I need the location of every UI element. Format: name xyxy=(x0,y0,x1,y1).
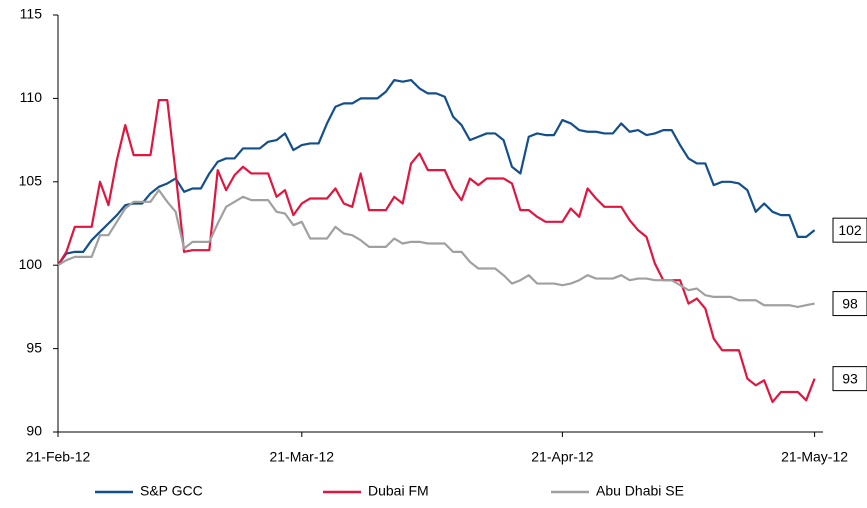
y-tick-label: 110 xyxy=(20,89,43,105)
x-tick-label: 21-Apr-12 xyxy=(531,449,593,465)
y-tick-label: 90 xyxy=(26,423,42,439)
x-tick-label: 21-May-12 xyxy=(781,449,848,465)
x-tick-label: 21-Feb-12 xyxy=(26,449,91,465)
series-line xyxy=(57,98,816,404)
y-tick-label: 115 xyxy=(20,6,43,22)
series-line xyxy=(57,189,815,308)
y-tick-label: 95 xyxy=(26,339,42,355)
end-label-box xyxy=(832,366,867,392)
end-label-box xyxy=(832,217,867,243)
series-line xyxy=(57,78,816,266)
legend-label: Abu Dhabi SE xyxy=(596,483,684,499)
y-tick-label: 105 xyxy=(19,173,43,189)
end-label: 102 xyxy=(838,222,862,238)
end-label: 93 xyxy=(842,370,858,386)
legend-label: Dubai FM xyxy=(368,483,429,499)
end-label: 98 xyxy=(842,295,858,311)
legend-label: S&P GCC xyxy=(140,483,203,499)
x-tick-label: 21-Mar-12 xyxy=(269,449,334,465)
y-tick-label: 100 xyxy=(19,256,43,272)
end-label-box xyxy=(832,291,867,317)
